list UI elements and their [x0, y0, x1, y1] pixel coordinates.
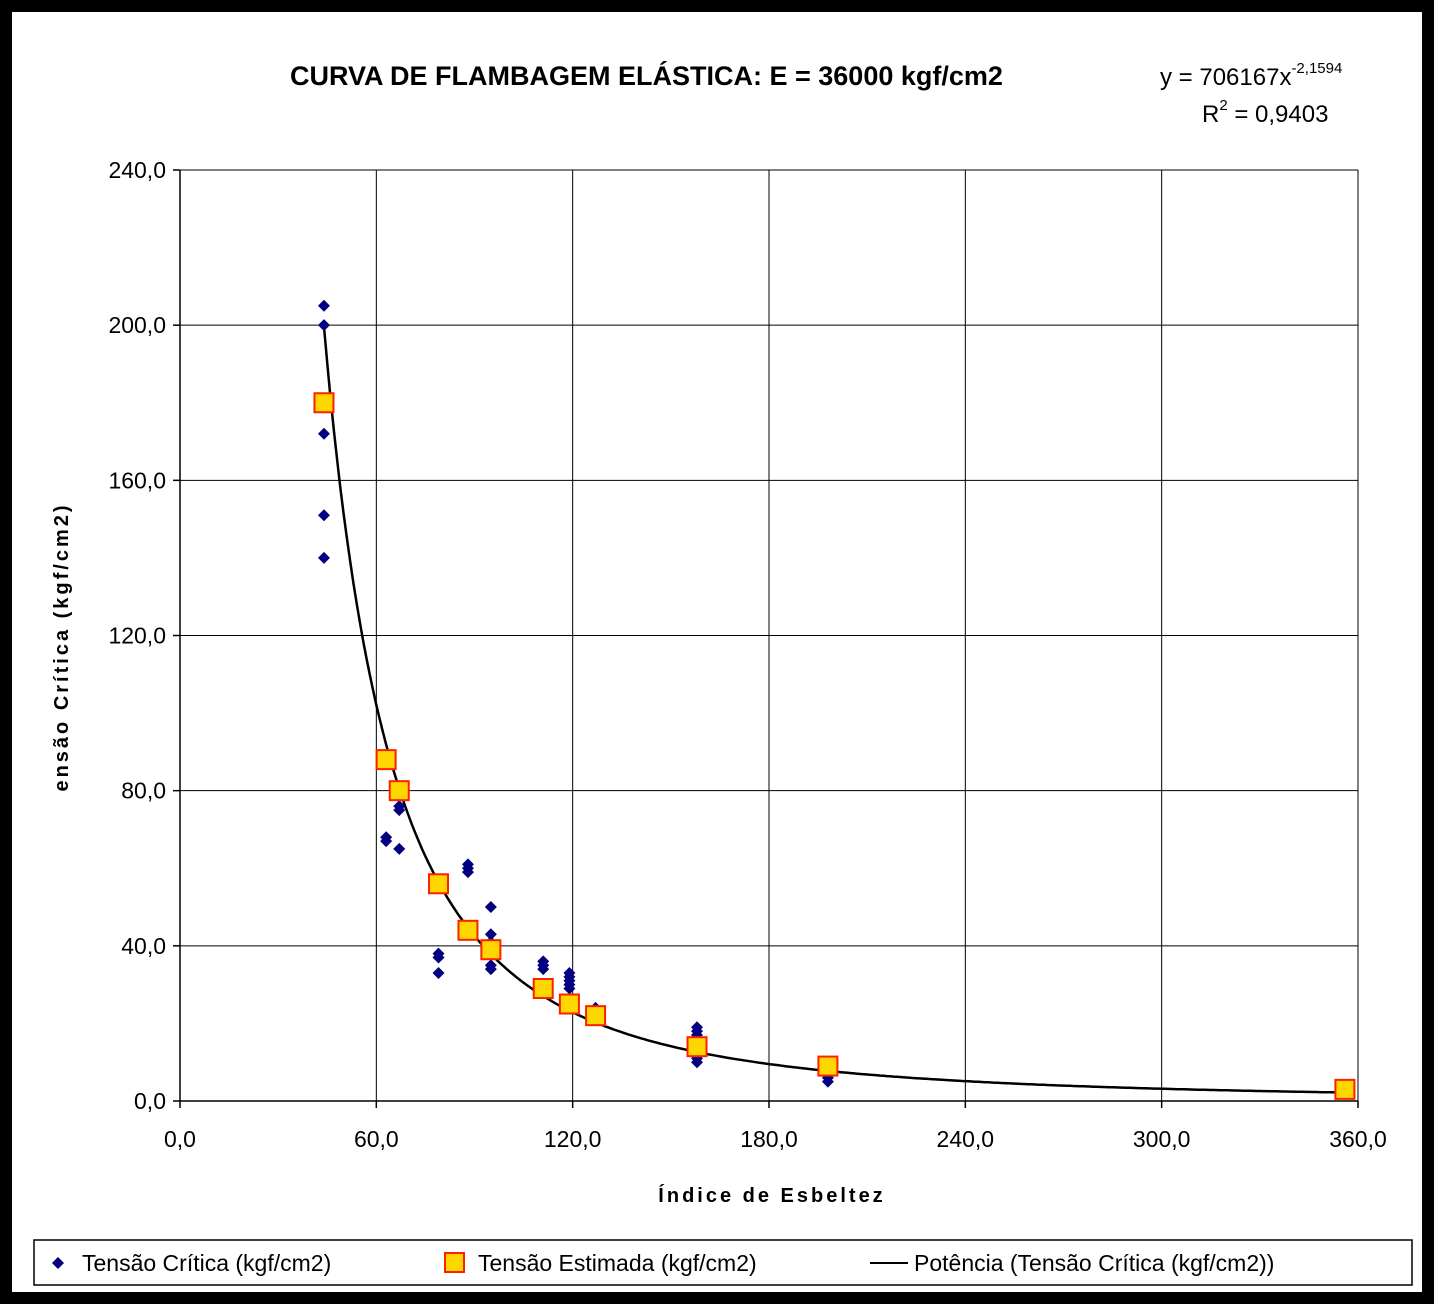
x-tick-label: 120,0 [544, 1126, 602, 1152]
point-tensao-critica [380, 835, 393, 848]
point-tensao-critica [393, 842, 406, 855]
y-tick-label: 160,0 [108, 467, 166, 493]
point-tensao-estimada [585, 1005, 607, 1027]
axes [173, 169, 1359, 1108]
x-axis-label: Índice de Esbeltez [658, 1184, 885, 1207]
y-tick-label: 120,0 [108, 623, 166, 649]
x-tick-label: 300,0 [1133, 1126, 1191, 1152]
point-tensao-critica [563, 982, 576, 995]
x-tick-label: 180,0 [740, 1126, 798, 1152]
point-tensao-critica [393, 804, 406, 817]
r-squared-label: R [1202, 101, 1219, 128]
legend-box [33, 1239, 1413, 1286]
y-tick-labels: 0,0 40,0 80,0 120,0 160,0 200,0 240,0 [108, 157, 166, 1114]
x-tick-label: 60,0 [354, 1126, 399, 1152]
trendline-group [322, 326, 1345, 1094]
series-tensao-estimada [313, 392, 1356, 1100]
point-tensao-estimada [558, 993, 580, 1015]
y-axis-label: ensão Crítica (kgf/cm2) [51, 502, 73, 791]
trendline-equation-exponent: -2,1594 [1291, 60, 1342, 77]
legend-label-estimada: Tensão Estimada (kgf/cm2) [478, 1250, 757, 1276]
point-tensao-estimada [388, 780, 410, 802]
point-tensao-estimada [686, 1036, 708, 1058]
legend-marker-critica [52, 1257, 64, 1269]
point-tensao-estimada [428, 873, 450, 895]
point-tensao-critica [432, 951, 445, 964]
legend-label-potencia: Potência (Tensão Crítica (kgf/cm2)) [914, 1250, 1274, 1276]
y-tick-label: 80,0 [121, 778, 166, 804]
trendline-potencia [322, 326, 1345, 1094]
point-tensao-critica [317, 551, 330, 564]
point-tensao-critica [484, 963, 497, 976]
point-tensao-estimada [375, 749, 397, 771]
point-tensao-critica [432, 966, 445, 979]
point-tensao-critica [537, 963, 550, 976]
y-tick-label: 200,0 [108, 312, 166, 338]
series-tensao-critica [317, 299, 834, 1088]
point-tensao-critica [317, 427, 330, 440]
point-tensao-critica [317, 299, 330, 312]
x-tick-labels: 0,0 60,0 120,0 180,0 240,0 300,0 360,0 [164, 1126, 1387, 1152]
trendline-equation: y = 706167x-2,1594 [1160, 60, 1342, 91]
point-tensao-critica [691, 1029, 704, 1042]
trendline-r-squared: R2 = 0,9403 [1202, 97, 1328, 128]
legend-marker-estimada [444, 1252, 465, 1273]
point-tensao-critica [484, 928, 497, 941]
y-tick-label: 0,0 [134, 1088, 166, 1114]
point-tensao-critica [484, 901, 497, 914]
point-tensao-critica [317, 509, 330, 522]
x-tick-label: 240,0 [937, 1126, 995, 1152]
y-tick-label: 40,0 [121, 933, 166, 959]
r-squared-value: = 0,9403 [1228, 101, 1329, 128]
grid [179, 169, 1359, 1102]
x-tick-label: 0,0 [164, 1126, 196, 1152]
y-tick-label: 240,0 [108, 157, 166, 183]
chart-frame: CURVA DE FLAMBAGEM ELÁSTICA: E = 36000 k… [12, 12, 1422, 1292]
point-tensao-critica [317, 319, 330, 332]
point-tensao-estimada [1334, 1078, 1356, 1100]
point-tensao-estimada [457, 919, 479, 941]
x-tick-label: 360,0 [1329, 1126, 1387, 1152]
point-tensao-estimada [817, 1055, 839, 1077]
chart-title: CURVA DE FLAMBAGEM ELÁSTICA: E = 36000 k… [290, 60, 1003, 91]
point-tensao-estimada [532, 978, 554, 1000]
point-tensao-critica [691, 1056, 704, 1069]
point-tensao-estimada [480, 939, 502, 961]
chart-svg: CURVA DE FLAMBAGEM ELÁSTICA: E = 36000 k… [33, 60, 1413, 1286]
point-tensao-estimada [313, 392, 335, 414]
trendline-equation-base: y = 706167x [1160, 64, 1291, 91]
legend-label-critica: Tensão Crítica (kgf/cm2) [82, 1250, 331, 1276]
point-tensao-critica [821, 1075, 834, 1088]
plot-area: 0,0 60,0 120,0 180,0 240,0 300,0 360,0 0,0 40,0… [108, 157, 1386, 1152]
point-tensao-critica [461, 866, 474, 879]
r-squared-sup: 2 [1219, 97, 1227, 114]
legend: Tensão Crítica (kgf/cm2) Tensão Estimada… [33, 1239, 1413, 1286]
